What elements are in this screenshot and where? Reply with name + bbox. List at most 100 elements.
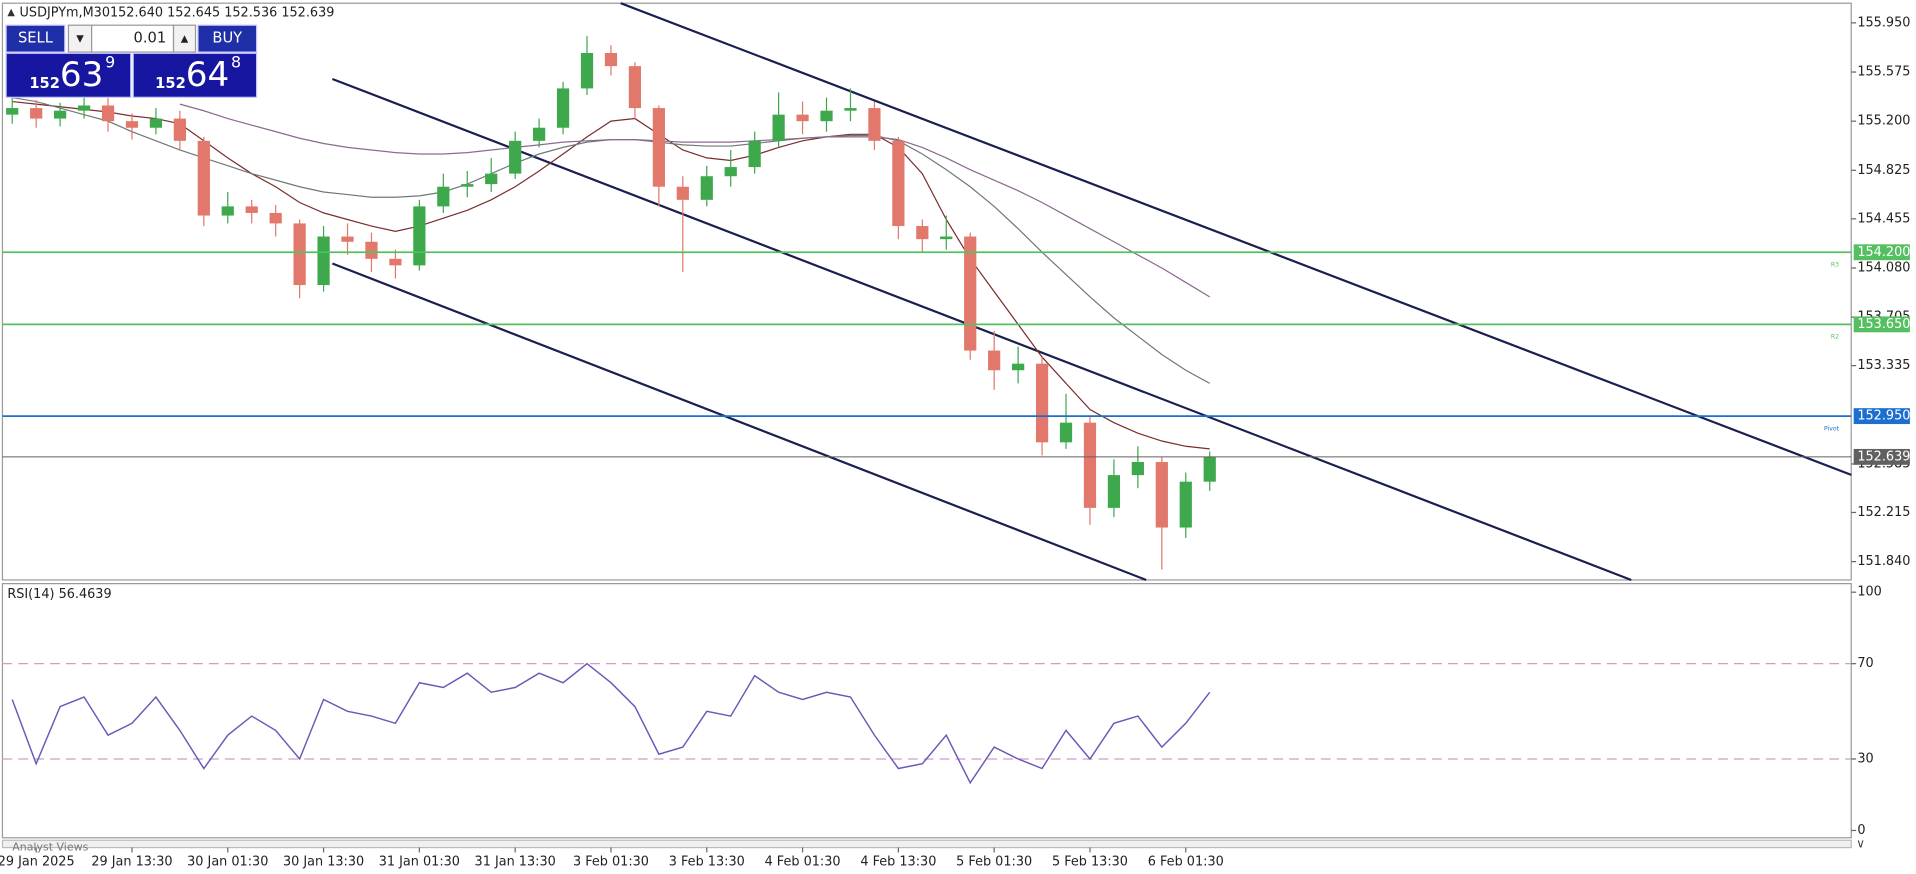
candle-body — [820, 110, 833, 122]
y-tick-label: 154.080 — [1857, 260, 1910, 275]
candle-body — [485, 173, 498, 185]
candle-body — [964, 236, 977, 351]
candle-body — [365, 241, 378, 259]
sell-button[interactable] — [5, 24, 66, 53]
candle-body — [293, 223, 306, 286]
candle-body — [1083, 422, 1097, 508]
volume-value: 0.01 — [134, 30, 167, 47]
buy-price-main: 64 — [186, 55, 230, 95]
candle-body — [221, 206, 234, 216]
x-tick-label: 31 Jan 01:30 — [379, 855, 460, 870]
candle-body — [54, 110, 67, 119]
y-tick-label: 151.840 — [1857, 554, 1910, 569]
sell-price-suffix: 9 — [105, 53, 115, 72]
level-label: 152.950 — [1857, 409, 1910, 424]
scroll-icon[interactable]: ∨ — [1856, 836, 1865, 850]
candle-body — [149, 118, 163, 128]
sell-price-box[interactable] — [5, 52, 132, 98]
buy-label: BUY — [212, 30, 242, 47]
channel-line — [331, 77, 1632, 581]
y-tick-label: 70 — [1857, 656, 1873, 671]
candle-body — [413, 206, 426, 266]
channel-line — [331, 262, 1147, 581]
candle-body — [1059, 422, 1073, 443]
candle-body — [509, 140, 522, 174]
candle-body — [389, 258, 402, 266]
buy-button[interactable] — [197, 24, 258, 53]
candle-body — [341, 236, 354, 242]
collapse-icon[interactable]: ▲ — [7, 7, 15, 18]
buy-price-prefix: 152 — [155, 75, 186, 92]
main-pane — [1, 2, 1852, 581]
x-tick-label: 30 Jan 01:30 — [187, 855, 268, 870]
x-tick-label: 6 Feb 01:30 — [1148, 855, 1224, 870]
candle-body — [676, 186, 689, 200]
x-tick-label: 3 Feb 13:30 — [669, 855, 745, 870]
candle-body — [1203, 456, 1216, 482]
x-tick-label: 29 Jan 2025 — [0, 855, 75, 870]
candle-body — [1155, 461, 1168, 528]
x-tick-label: 4 Feb 13:30 — [860, 855, 936, 870]
candle-body — [628, 66, 642, 109]
indicator-title: RSI(14) 56.4639 — [7, 587, 111, 602]
x-tick-label: 5 Feb 01:30 — [956, 855, 1032, 870]
candle-body — [844, 108, 857, 111]
candle-body — [1035, 363, 1049, 443]
volume-field[interactable] — [91, 24, 175, 53]
buy-price-box[interactable] — [132, 52, 258, 98]
candle-body — [101, 105, 115, 122]
candle-body — [868, 108, 881, 141]
x-tick-label: 4 Feb 01:30 — [765, 855, 841, 870]
candle-body — [988, 350, 1001, 371]
up-arrow: ▲ — [181, 34, 189, 45]
candle-body — [1012, 363, 1025, 371]
tab-strip — [1, 839, 1852, 849]
x-tick-label: 3 Feb 01:30 — [573, 855, 649, 870]
quote-label: 152.640 152.645 152.536 152.639 — [110, 5, 334, 20]
candle-body — [940, 236, 953, 240]
x-tick-label: 31 Jan 13:30 — [475, 855, 556, 870]
candle-body — [892, 140, 905, 227]
candle-body — [1179, 481, 1192, 528]
candle-body — [1107, 475, 1121, 508]
candle-body — [461, 184, 474, 187]
level-label: 154.200 — [1857, 245, 1910, 260]
candle-body — [245, 206, 258, 213]
level-label: 152.639 — [1857, 449, 1910, 464]
sell-price-main: 63 — [60, 55, 104, 95]
candle-body — [796, 114, 809, 122]
x-tick-label: 30 Jan 13:30 — [283, 855, 364, 870]
volume-up[interactable] — [172, 24, 197, 53]
down-arrow: ▼ — [76, 34, 84, 45]
y-tick-label: 100 — [1857, 585, 1882, 600]
candle-body — [30, 108, 43, 119]
rsi-line — [11, 662, 1211, 785]
y-tick-label: 152.215 — [1857, 505, 1910, 520]
trade-panel: SELL ▼ 0.01 ▲ BUY 152 63 9 152 64 8 — [5, 24, 258, 98]
candle-body — [748, 140, 761, 168]
candle-body — [317, 236, 330, 286]
buy-price-suffix: 8 — [231, 53, 241, 72]
candle-body — [437, 186, 450, 207]
level-name: R3 — [1831, 261, 1839, 268]
candle-body — [724, 167, 737, 177]
sell-price-prefix: 152 — [29, 75, 60, 92]
candle-body — [772, 114, 785, 141]
candle-body — [652, 108, 665, 187]
y-tick-label: 155.200 — [1857, 114, 1910, 129]
y-tick-label: 155.950 — [1857, 15, 1910, 30]
sell-label: SELL — [18, 30, 54, 47]
candle-body — [1131, 461, 1144, 476]
level-label-box — [1853, 448, 1910, 465]
footer-tab[interactable]: Analyst Views — [12, 841, 88, 854]
x-tick-label: 29 Jan 13:30 — [91, 855, 172, 870]
moving-average — [12, 100, 1210, 450]
y-tick-label: 30 — [1857, 751, 1873, 766]
y-tick-label: 0 — [1857, 823, 1865, 838]
candle-body — [700, 176, 713, 200]
level-label: 153.650 — [1857, 317, 1910, 332]
channel-lines — [331, 2, 1852, 581]
candle-body — [197, 140, 210, 216]
y-tick-label: 155.575 — [1857, 65, 1910, 80]
